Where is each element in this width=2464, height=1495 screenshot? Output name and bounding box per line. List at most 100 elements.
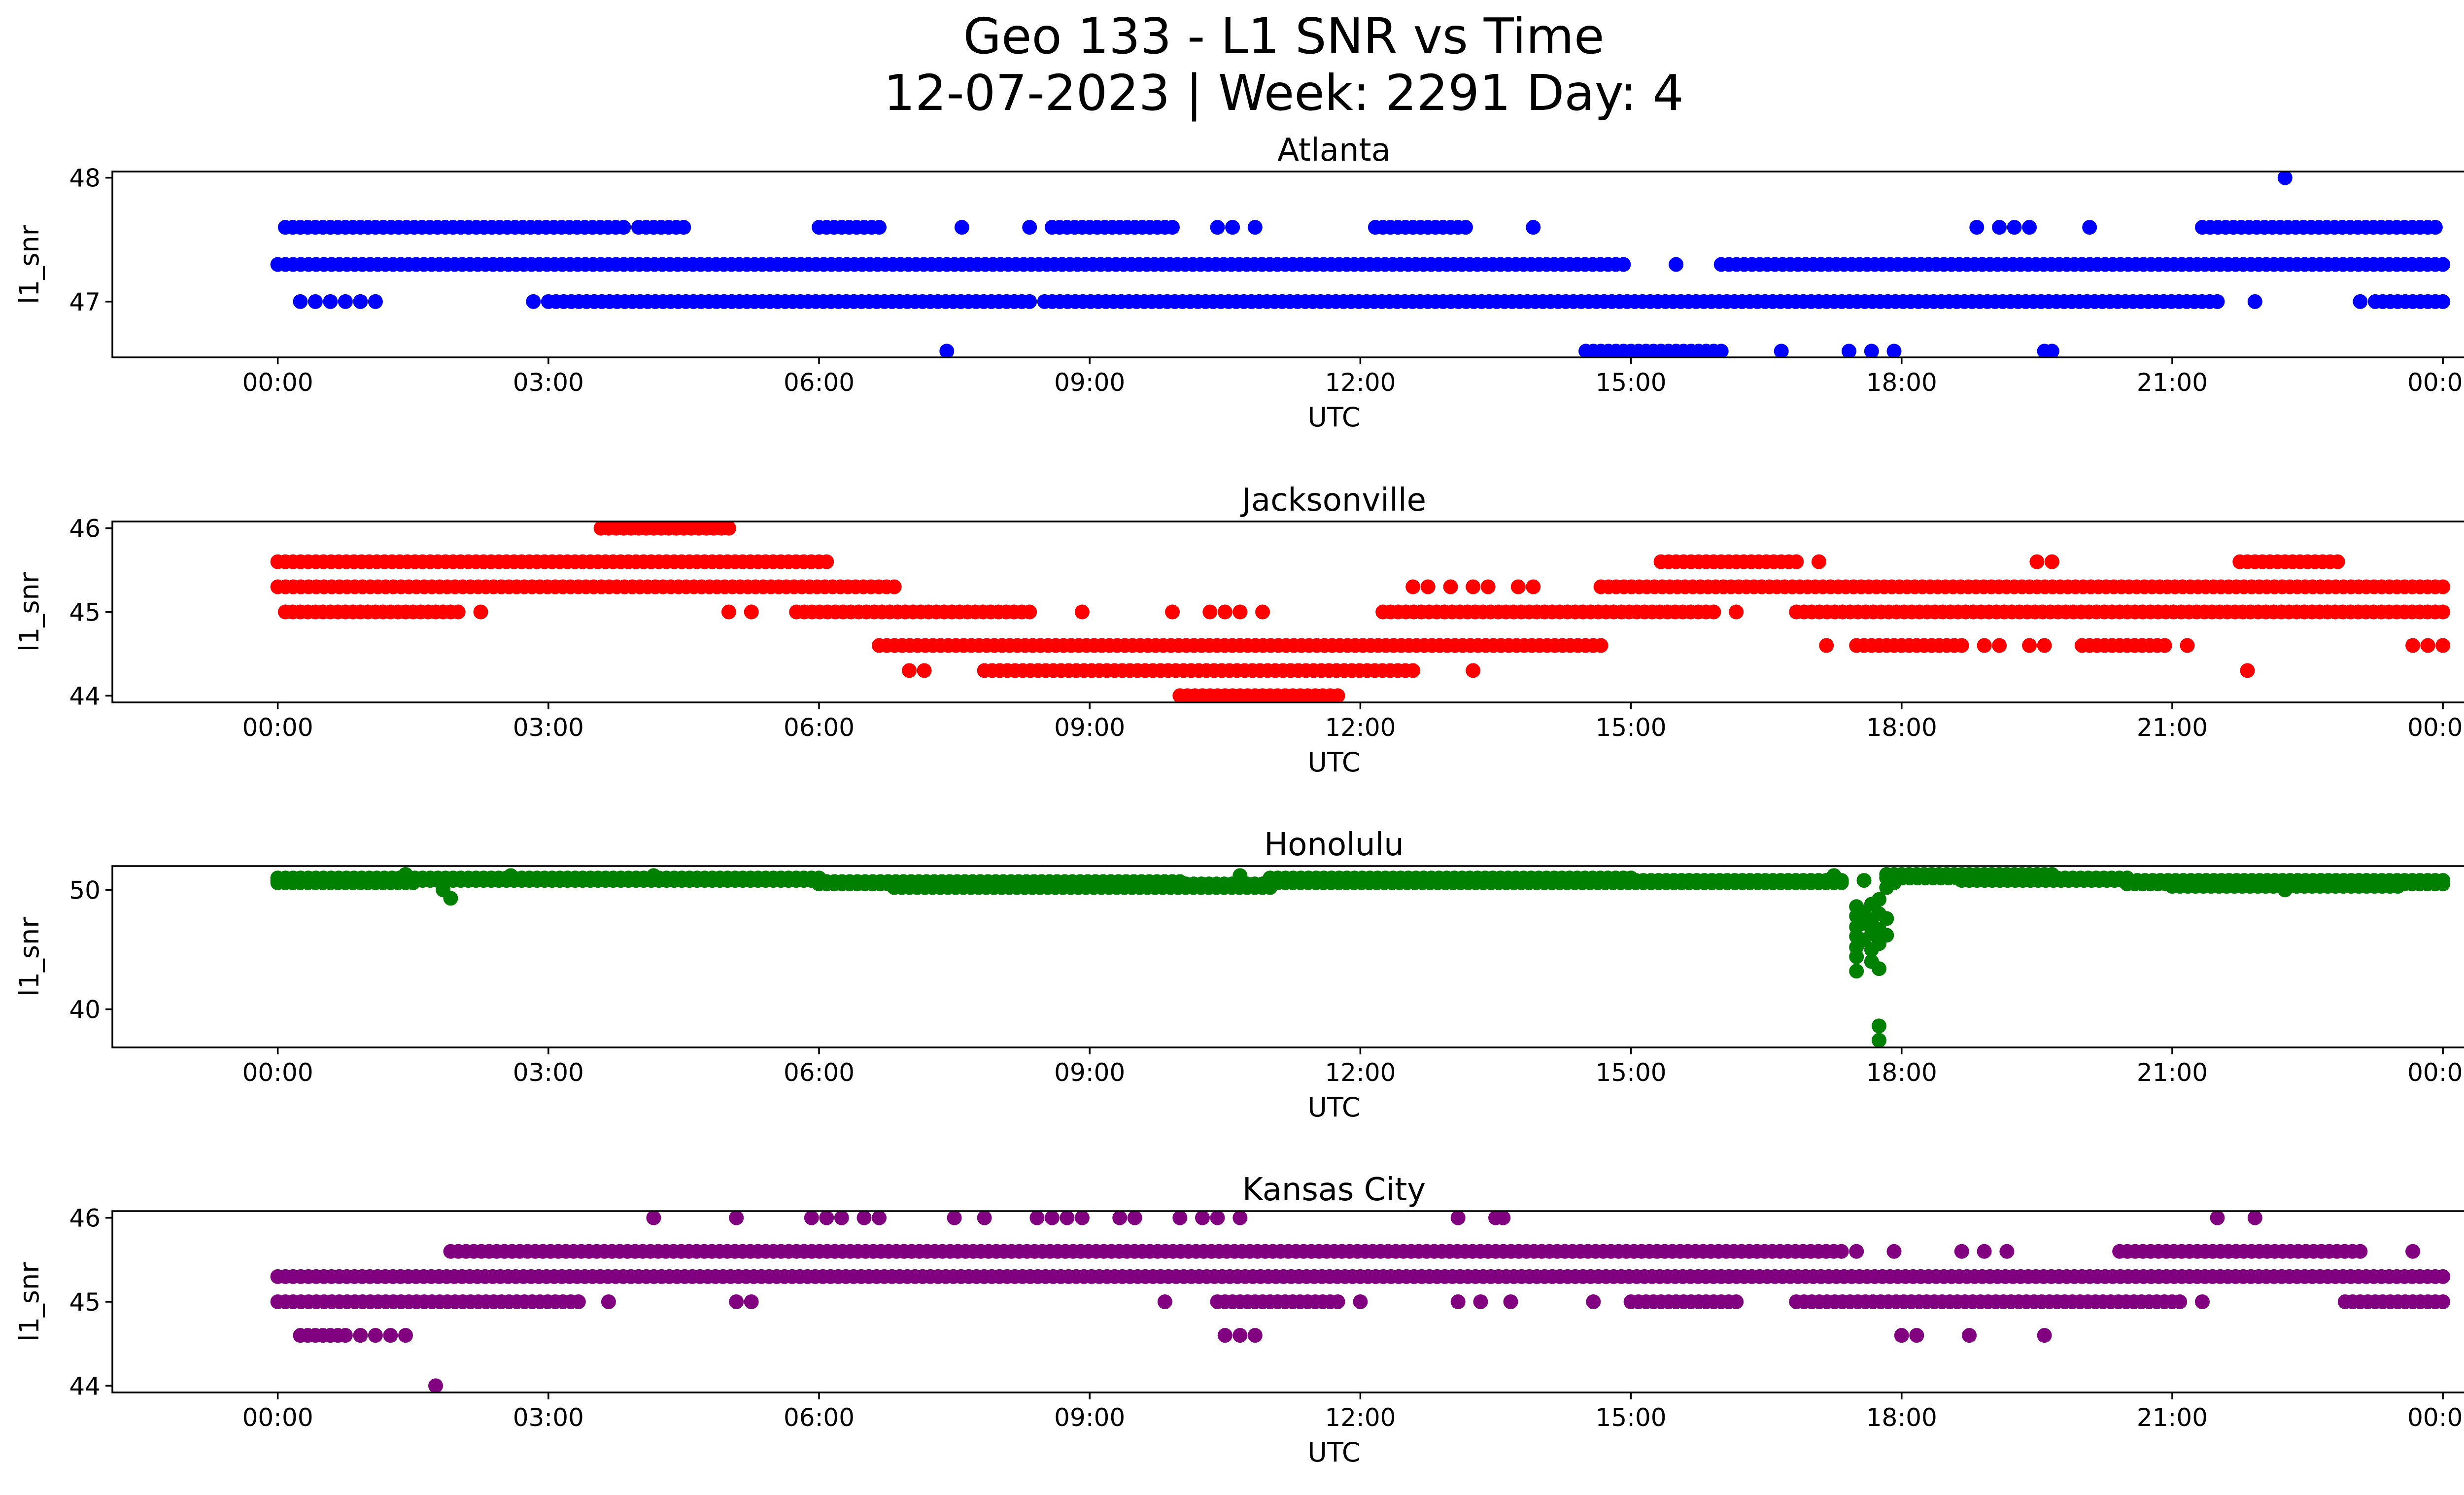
data-point [1029, 1211, 1045, 1225]
data-point [1962, 1328, 1977, 1343]
data-point [676, 220, 691, 235]
subplot-kansas-city-title: Kansas City [1242, 1172, 1426, 1208]
data-point [1232, 1328, 1248, 1343]
data-point [1774, 344, 1789, 357]
y-tick-label: 44 [69, 682, 101, 710]
data-point [2037, 1328, 2052, 1343]
subplot-honolulu-ylabel: l1_snr [14, 917, 45, 997]
x-tick-label: 03:00 [513, 1403, 584, 1432]
data-point [1127, 1211, 1142, 1225]
data-point [2435, 1294, 2451, 1309]
x-tick-label: 18:00 [1866, 1058, 1937, 1087]
data-point [939, 344, 955, 357]
data-point [1496, 1211, 1511, 1225]
data-point [2353, 1244, 2368, 1259]
data-point [2390, 879, 2405, 894]
data-point [729, 1294, 744, 1309]
data-point [1812, 554, 1826, 569]
data-point [744, 1294, 759, 1309]
data-point [2195, 1294, 2210, 1309]
data-point [2044, 344, 2059, 357]
data-point [1872, 892, 1886, 907]
data-point [1172, 1211, 1188, 1225]
data-point [503, 868, 518, 883]
data-point [368, 1328, 383, 1343]
data-point [2247, 294, 2262, 309]
data-point [2435, 638, 2451, 653]
data-point [1977, 638, 1992, 653]
data-point [2247, 1211, 2262, 1225]
subplot-atlanta-frame [111, 171, 2464, 358]
data-point [1232, 604, 1248, 620]
subplot-jacksonville-title: Jacksonville [1240, 482, 1426, 519]
x-tick-label: 15:00 [1596, 1403, 1667, 1432]
data-point [1879, 911, 1894, 926]
data-point [1044, 1211, 1060, 1225]
data-point [2180, 638, 2195, 653]
subplot-jacksonville-markers [270, 522, 2451, 702]
data-point [646, 1211, 661, 1225]
data-point [1886, 875, 1902, 890]
data-point [571, 1294, 586, 1309]
data-point [1172, 874, 1188, 889]
data-point [526, 294, 541, 309]
data-point [1247, 220, 1263, 235]
data-point [1420, 579, 1436, 594]
data-point [1886, 344, 1902, 357]
data-point [1593, 638, 1608, 653]
x-tick-label: 00:00 [242, 713, 313, 742]
y-tick-label: 48 [69, 164, 101, 193]
data-point [1789, 554, 1804, 569]
data-point [1729, 604, 1744, 620]
y-tick-label: 50 [69, 876, 101, 904]
data-point [2007, 220, 2022, 235]
x-tick-label: 00:00 [242, 1058, 313, 1087]
subplot-kansas-city: 00:00 03:00 06:00 09:00 12:00 15:00 18:00 21:00… [14, 1172, 2464, 1468]
data-point [1195, 1211, 1210, 1225]
data-point [1255, 604, 1270, 620]
y-tick-label: 45 [69, 598, 101, 627]
data-point [1217, 604, 1232, 620]
data-point [2435, 257, 2451, 272]
data-point [1526, 579, 1541, 594]
x-tick-label: 12:00 [1325, 1058, 1396, 1087]
data-point [1616, 257, 1631, 272]
subplot-honolulu-title: Honolulu [1264, 827, 1404, 863]
data-point [1060, 1211, 1075, 1225]
data-point [1864, 344, 1879, 357]
subplot-kansas-city-xlabel: UTC [1307, 1437, 1360, 1468]
x-tick-label: 18:00 [1866, 368, 1937, 397]
data-point [2022, 220, 2037, 235]
data-point [1826, 868, 1842, 883]
data-point [2157, 638, 2172, 653]
data-point [1729, 1294, 1744, 1309]
x-tick-label: 21:00 [2137, 713, 2208, 742]
data-point [2435, 294, 2451, 309]
x-tick-label: 06:00 [784, 368, 855, 397]
data-point [1872, 1033, 1886, 1047]
x-tick-label: 21:00 [2137, 1058, 2208, 1087]
data-point [2330, 554, 2345, 569]
data-point [1623, 870, 1639, 886]
data-point [2277, 172, 2293, 185]
data-point [450, 604, 466, 620]
data-point [804, 1211, 819, 1225]
subplots: 00:00 03:00 06:00 09:00 12:00 15:00 18:00 21:00… [14, 132, 2464, 1468]
data-point [1706, 604, 1721, 620]
data-point [1022, 294, 1037, 309]
x-tick-label: 03:00 [513, 1058, 584, 1087]
data-point [398, 867, 413, 882]
data-point [1586, 1294, 1601, 1309]
data-point [834, 1211, 849, 1225]
x-tick-label: 12:00 [1325, 1403, 1396, 1432]
x-tick-label: 00:00 [2407, 713, 2464, 742]
data-point [1405, 663, 1421, 678]
data-point [947, 1211, 962, 1225]
x-tick-label: 15:00 [1596, 713, 1667, 742]
subplot-honolulu: 00:00 03:00 06:00 09:00 12:00 15:00 18:00 21:00… [14, 827, 2464, 1123]
data-point [744, 604, 759, 620]
data-point [368, 294, 383, 309]
data-point [1466, 663, 1481, 678]
data-point [1232, 1211, 1248, 1225]
